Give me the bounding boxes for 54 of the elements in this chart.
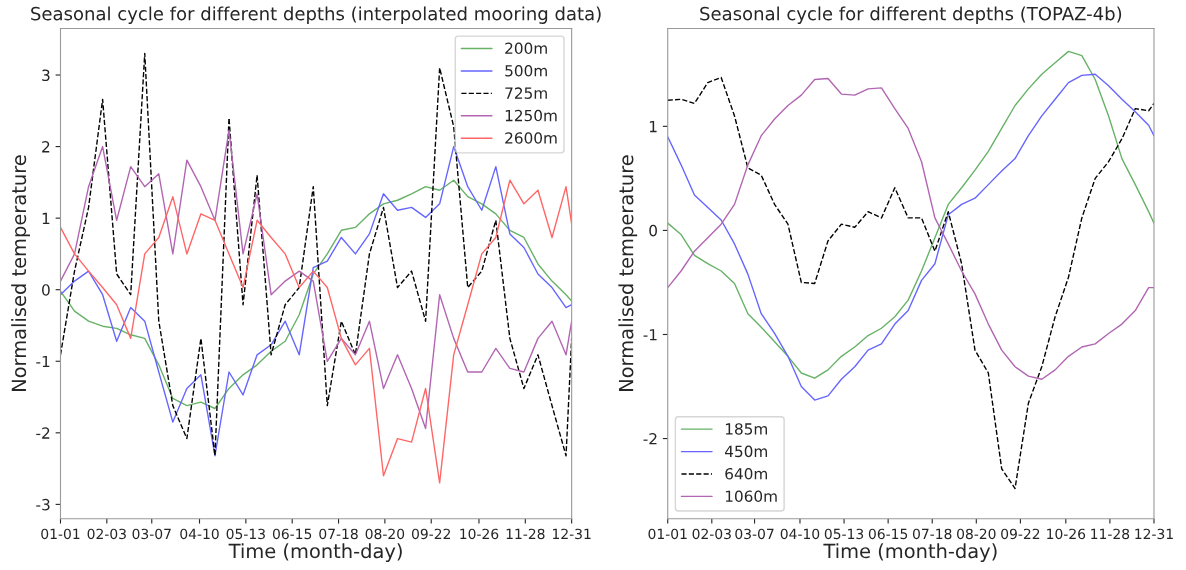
x-tick-label: 11-28 (506, 528, 545, 540)
x-tick-label: 09-22 (411, 528, 451, 540)
legend-label: 200m (505, 42, 547, 55)
y-tick-label: 0 (649, 224, 657, 237)
y-tick-label: 3 (42, 69, 50, 82)
x-tick-label: 05-13 (226, 528, 265, 540)
line-series (60, 52, 572, 457)
x-tick-label: 04-10 (780, 528, 820, 540)
x-tick-label: 02-03 (692, 528, 731, 540)
y-axis-title: Normalised temperature (618, 155, 638, 391)
x-tick-label: 09-22 (1001, 528, 1040, 540)
x-tick-label: 08-20 (365, 528, 405, 540)
x-tick-label: 10-26 (460, 528, 499, 540)
legend-label: 1250m (505, 109, 557, 122)
y-axis-title: Normalised temperature (11, 155, 30, 391)
y-tick-label: -1 (36, 355, 50, 368)
y-tick-label: 0 (42, 284, 50, 296)
legend-label: 500m (505, 64, 547, 77)
chart-title: Seasonal cycle for different depths (interpolated mooring data) (31, 6, 601, 24)
legend-label: 185m (725, 423, 767, 435)
x-tick-label: 03-07 (132, 528, 171, 540)
x-axis-title: Time (month-day) (228, 543, 402, 563)
chart-title: Seasonal cycle for different depths (TOPAZ-4b) (700, 6, 1122, 24)
x-tick-label: 10-26 (1047, 528, 1086, 540)
legend-label: 2600m (505, 132, 557, 144)
x-tick-label: 07-18 (319, 528, 358, 540)
y-tick-label: -2 (36, 427, 50, 439)
legend-label: 450m (724, 445, 767, 458)
legend-label: 640m (725, 468, 767, 480)
x-axis-title: Time (month-day) (823, 543, 997, 563)
y-tick-label: -1 (643, 329, 657, 341)
x-tick-label: 06-15 (868, 528, 908, 540)
legend-label: 1060m (725, 490, 777, 502)
x-tick-label: 03-07 (735, 528, 774, 540)
x-tick-label: 02-03 (87, 528, 126, 540)
line-series (667, 76, 1154, 490)
line-series (60, 179, 572, 484)
x-tick-label: 04-10 (180, 528, 219, 540)
x-tick-label: 11-28 (1091, 528, 1130, 540)
y-tick-label: 2 (42, 141, 50, 153)
x-tick-label: 12-31 (553, 528, 591, 540)
line-series (60, 179, 572, 410)
y-tick-label: 1 (649, 121, 657, 133)
y-tick-label: -3 (36, 498, 50, 511)
x-tick-label: 12-31 (1135, 528, 1173, 540)
x-tick-label: 06-15 (272, 528, 312, 540)
x-tick-label: 08-20 (957, 528, 996, 540)
legend-label: 725m (505, 87, 547, 99)
y-tick-label: 1 (42, 212, 50, 224)
x-tick-label: 05-13 (824, 528, 864, 540)
x-tick-label: 01-01 (41, 528, 80, 540)
x-tick-label: 07-18 (912, 528, 952, 540)
y-tick-label: -2 (643, 433, 657, 445)
x-tick-label: 01-01 (648, 528, 687, 540)
